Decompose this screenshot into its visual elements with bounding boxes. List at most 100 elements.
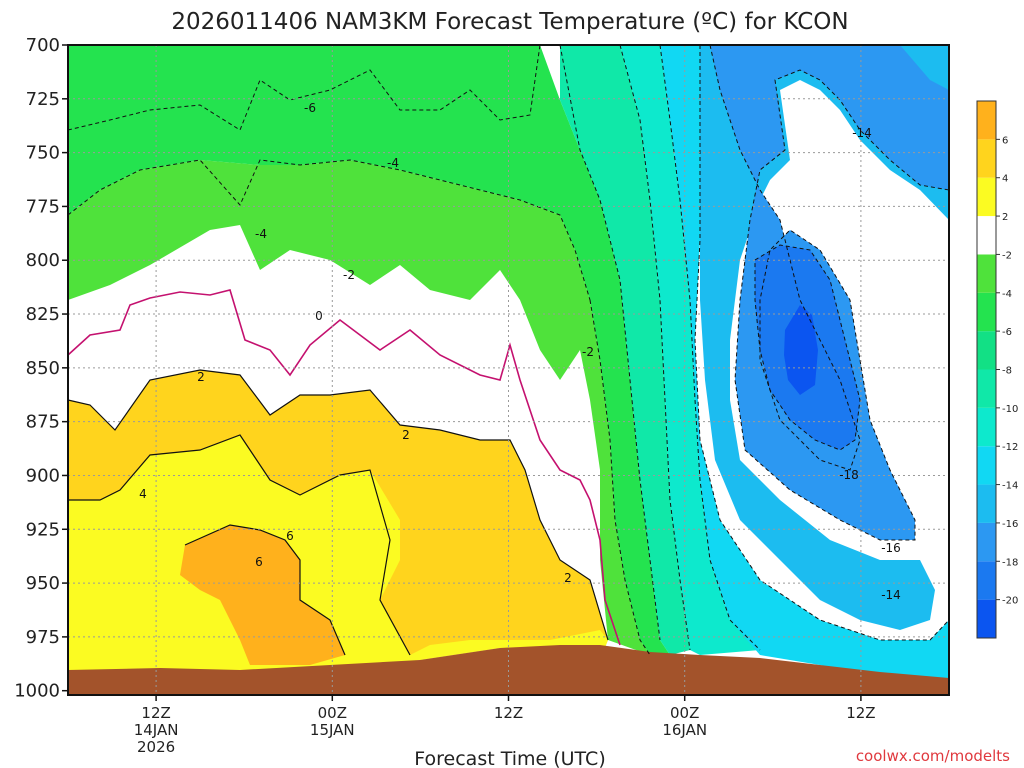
colorbar-swatch bbox=[977, 139, 996, 178]
y-tick-label: 975 bbox=[26, 627, 60, 648]
contour-label: -16 bbox=[881, 541, 901, 555]
contour-label: -4 bbox=[255, 227, 267, 241]
y-tick-label: 750 bbox=[26, 143, 60, 164]
colorbar-swatch bbox=[977, 254, 996, 293]
x-axis-label: Forecast Time (UTC) bbox=[414, 748, 605, 768]
positive-contours bbox=[67, 369, 609, 656]
colorbar-label: -20 bbox=[1002, 596, 1018, 607]
y-tick-label: 1000 bbox=[14, 681, 60, 702]
colorbar-label: -4 bbox=[1002, 289, 1012, 300]
x-tick-label: 00Z bbox=[670, 704, 699, 722]
colorbar-label: -14 bbox=[1002, 481, 1018, 492]
colorbar-label: -10 bbox=[1002, 404, 1018, 415]
x-tick-label: 12Z bbox=[846, 704, 875, 722]
y-tick-label: 725 bbox=[26, 89, 60, 110]
credit-link[interactable]: coolwx.com/modelts bbox=[856, 747, 1010, 765]
contour-label: -14 bbox=[852, 126, 872, 140]
y-tick-label: 700 bbox=[26, 35, 60, 56]
colorbar-swatch bbox=[977, 446, 996, 485]
contour-2-line bbox=[67, 369, 609, 641]
negative-contours bbox=[67, 44, 950, 656]
x-tick-label: 12Z bbox=[494, 704, 523, 722]
colorbar-swatch bbox=[977, 292, 996, 332]
grid-lines bbox=[68, 45, 949, 695]
y-tick-label: 900 bbox=[26, 465, 60, 486]
contour-label: -18 bbox=[839, 468, 859, 482]
colorbar-swatch bbox=[977, 561, 996, 600]
contour-label: 0 bbox=[315, 309, 323, 323]
colorbar-label: -16 bbox=[1002, 519, 1018, 530]
chart-title: 2026011406 NAM3KM Forecast Temperature (… bbox=[171, 9, 848, 35]
contour-label: -4 bbox=[387, 156, 399, 170]
y-tick-label: 775 bbox=[26, 196, 60, 217]
region-green-minus2to-4 bbox=[68, 160, 650, 655]
contour-label: -2 bbox=[343, 268, 355, 282]
region-white-0to2 bbox=[68, 225, 608, 640]
contour-labels: -6 -4 -4 -2 0 2 2 2 4 6 6 -2 -14 -18 -16… bbox=[139, 101, 901, 602]
colorbar-swatch bbox=[977, 522, 996, 562]
colorbar: -20 -18 -16 -14 -12 -10 -8 -6 -4 -2 2 4 6 bbox=[976, 100, 1018, 639]
colorbar-label: -2 bbox=[1002, 250, 1012, 261]
contour-minus16-line bbox=[709, 44, 950, 541]
zero-contour bbox=[67, 289, 621, 646]
region-warm-6plus bbox=[180, 525, 345, 665]
x-tick-label: 15JAN bbox=[310, 721, 355, 739]
y-tick-label: 875 bbox=[26, 412, 60, 433]
y-tick-label: 925 bbox=[26, 519, 60, 540]
colorbar-label: -8 bbox=[1002, 366, 1012, 377]
contour-label: 4 bbox=[139, 487, 147, 501]
colorbar-swatch bbox=[977, 484, 996, 523]
y-tick-label: 825 bbox=[26, 304, 60, 325]
region-blue-minus20 bbox=[784, 305, 818, 395]
y-axis: 700 725 750 775 800 825 850 875 900 925 950 975 1000 bbox=[14, 35, 68, 702]
contour-label: 2 bbox=[197, 370, 205, 384]
contour-label: 2 bbox=[402, 428, 410, 442]
contour-label: 6 bbox=[286, 529, 294, 543]
contour-minus4-line bbox=[67, 159, 591, 301]
x-tick-label: 16JAN bbox=[662, 721, 707, 739]
contour-minus2-line bbox=[589, 299, 651, 656]
colorbar-swatch bbox=[977, 177, 996, 217]
contour-label: 2 bbox=[564, 571, 572, 585]
contour-label: -14 bbox=[881, 588, 901, 602]
colorbar-swatch bbox=[977, 331, 996, 370]
colorbar-swatch bbox=[977, 101, 996, 140]
colorbar-label: -6 bbox=[1002, 327, 1012, 338]
contour-minus10-line bbox=[619, 44, 691, 651]
x-tick-label: 12Z bbox=[141, 704, 170, 722]
colorbar-label: 6 bbox=[1002, 135, 1008, 146]
x-tick-label: 14JAN bbox=[134, 721, 179, 739]
contour-minus8-line bbox=[559, 44, 661, 641]
colorbar-swatch bbox=[977, 216, 996, 255]
region-cyan-minus14 bbox=[660, 45, 949, 690]
contour-minus6-line bbox=[67, 44, 541, 131]
plot-area: -6 -4 -4 -2 0 2 2 2 4 6 6 -2 -14 -18 -16… bbox=[67, 44, 950, 696]
contour-zero-line bbox=[67, 289, 621, 646]
contour-6-line bbox=[184, 524, 346, 656]
colorbar-label: -12 bbox=[1002, 442, 1018, 453]
colorbar-swatch bbox=[977, 407, 996, 447]
region-blue-minus14to-16 bbox=[700, 45, 949, 630]
contour-label: -6 bbox=[304, 101, 316, 115]
y-tick-label: 950 bbox=[26, 573, 60, 594]
colorbar-swatch bbox=[977, 369, 996, 408]
x-tick-label: 2026 bbox=[137, 738, 175, 756]
colorbar-swatch bbox=[977, 599, 996, 638]
region-cyan-minus10 bbox=[560, 45, 690, 655]
x-tick-label: 00Z bbox=[318, 704, 347, 722]
contour-4-line bbox=[68, 434, 411, 656]
colorbar-label: 2 bbox=[1002, 212, 1008, 223]
region-cyan-minus12 bbox=[620, 45, 760, 655]
region-green-minus4to-6 bbox=[68, 45, 670, 655]
contour-minus14-line bbox=[694, 45, 950, 641]
contour-minus18-line bbox=[754, 244, 861, 451]
colorbar-label: 4 bbox=[1002, 174, 1008, 185]
region-warm-2to4 bbox=[68, 435, 608, 695]
contour-label: 6 bbox=[255, 555, 263, 569]
y-tick-label: 800 bbox=[26, 250, 60, 271]
contour-label: -2 bbox=[582, 345, 594, 359]
colorbar-label: -18 bbox=[1002, 557, 1018, 568]
y-tick-label: 850 bbox=[26, 358, 60, 379]
